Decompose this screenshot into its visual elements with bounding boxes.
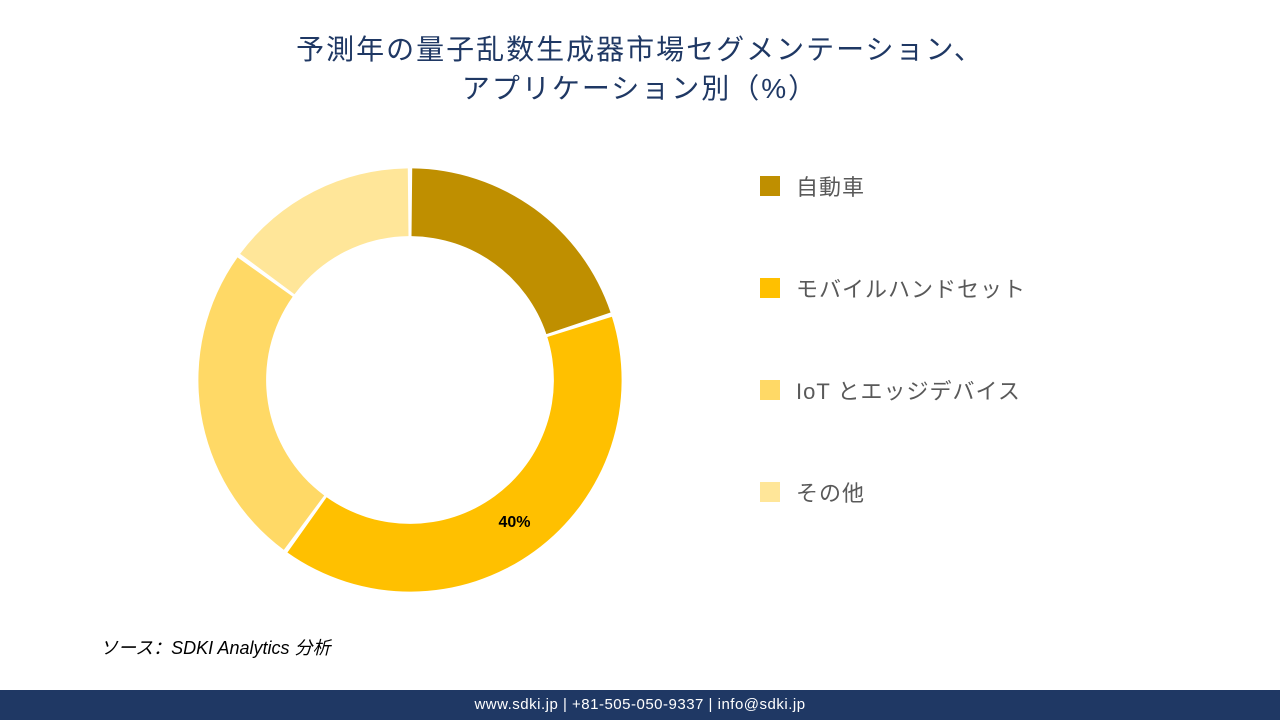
slice-value-label: 40% (498, 514, 530, 532)
donut-slice (287, 317, 621, 592)
chart-title: 予測年の量子乱数生成器市場セグメンテーション、 アプリケーション別（%） (0, 30, 1280, 108)
footer-bar: www.sdki.jp | +81-505-050-9337 | info@sd… (0, 690, 1280, 720)
footer-text: www.sdki.jp | +81-505-050-9337 | info@sd… (474, 696, 805, 713)
legend-label: その他 (796, 476, 865, 508)
legend-item: 自動車 (760, 170, 1210, 202)
donut-svg (180, 150, 640, 610)
donut-chart: 40% (180, 150, 640, 610)
legend-swatch (760, 278, 780, 298)
legend-item: その他 (760, 476, 1210, 508)
title-line1: 予測年の量子乱数生成器市場セグメンテーション、 (0, 30, 1280, 69)
source-text: ソース：SDKI Analytics 分析 (100, 634, 330, 660)
legend-label: IoT とエッジデバイス (796, 374, 1021, 406)
legend-swatch (760, 176, 780, 196)
legend-swatch (760, 482, 780, 502)
legend-swatch (760, 380, 780, 400)
legend: 自動車モバイルハンドセット IoT とエッジデバイスその他 (760, 170, 1210, 578)
donut-slice (198, 257, 324, 549)
title-line2: アプリケーション別（%） (0, 69, 1280, 108)
legend-item: モバイルハンドセット (760, 272, 1210, 304)
donut-slice (412, 168, 611, 334)
donut-slice (240, 168, 408, 294)
legend-label: モバイルハンドセット (796, 272, 1026, 304)
legend-label: 自動車 (796, 170, 865, 202)
legend-item: IoT とエッジデバイス (760, 374, 1210, 406)
